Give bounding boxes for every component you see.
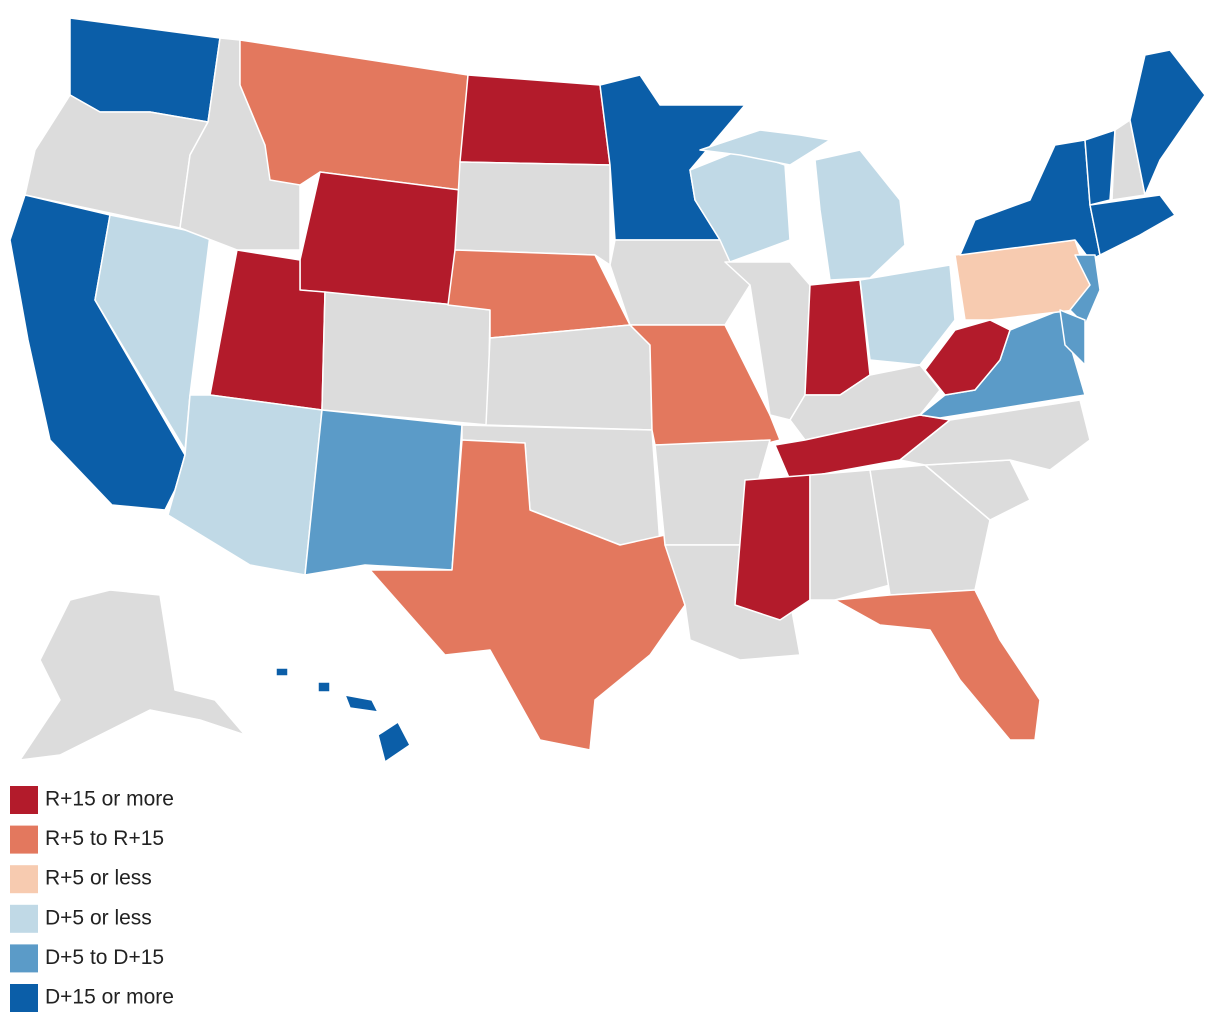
legend-label: D+5 to D+15	[45, 946, 164, 969]
legend-label: R+5 to R+15	[45, 827, 164, 850]
state	[459, 74, 611, 166]
legend-swatch	[10, 984, 38, 1012]
state	[275, 667, 289, 677]
state	[299, 171, 461, 306]
state	[369, 439, 686, 751]
state	[734, 474, 811, 621]
state	[304, 409, 463, 576]
state	[859, 264, 956, 366]
state	[899, 399, 1091, 471]
state	[485, 324, 653, 431]
state	[699, 129, 831, 166]
states	[9, 17, 1206, 763]
state	[629, 324, 781, 446]
state	[344, 694, 379, 713]
state	[69, 17, 221, 123]
state	[454, 161, 611, 266]
state	[959, 139, 1101, 261]
state	[1089, 194, 1176, 256]
legend-label: R+15 or more	[45, 788, 174, 811]
state	[924, 319, 1011, 396]
state	[814, 149, 906, 281]
legend-swatch	[10, 786, 38, 814]
legend: R+15 or more R+5 to R+15 R+5 or less D+5 or…	[10, 786, 174, 1012]
legend-swatch	[10, 904, 38, 933]
state	[167, 394, 323, 576]
state	[1084, 129, 1116, 206]
legend-label: D+15 or more	[45, 986, 174, 1009]
legend-swatch	[10, 865, 38, 894]
legend-label: R+5 or less	[45, 867, 152, 890]
state	[19, 589, 246, 761]
legend-swatch	[10, 944, 38, 973]
legend-swatch	[10, 825, 38, 854]
state	[809, 469, 891, 601]
state	[239, 39, 469, 191]
state	[804, 279, 871, 396]
legend-label: D+5 or less	[45, 906, 152, 929]
state	[377, 721, 411, 763]
state	[1129, 49, 1206, 196]
state	[1059, 309, 1086, 366]
state	[834, 589, 1041, 741]
state	[317, 681, 331, 693]
state	[321, 291, 491, 426]
state	[869, 464, 991, 596]
